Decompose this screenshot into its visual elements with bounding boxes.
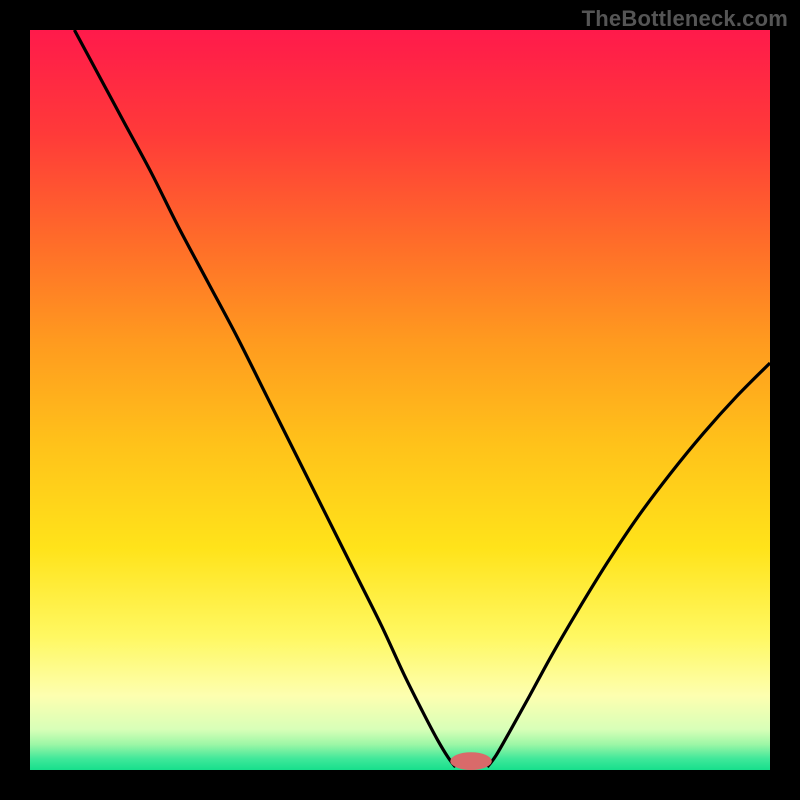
- chart-frame: TheBottleneck.com: [0, 0, 800, 800]
- bottleneck-curve-chart: [0, 0, 800, 800]
- watermark-text: TheBottleneck.com: [582, 6, 788, 32]
- minimum-marker: [450, 752, 491, 770]
- plot-background: [30, 30, 770, 770]
